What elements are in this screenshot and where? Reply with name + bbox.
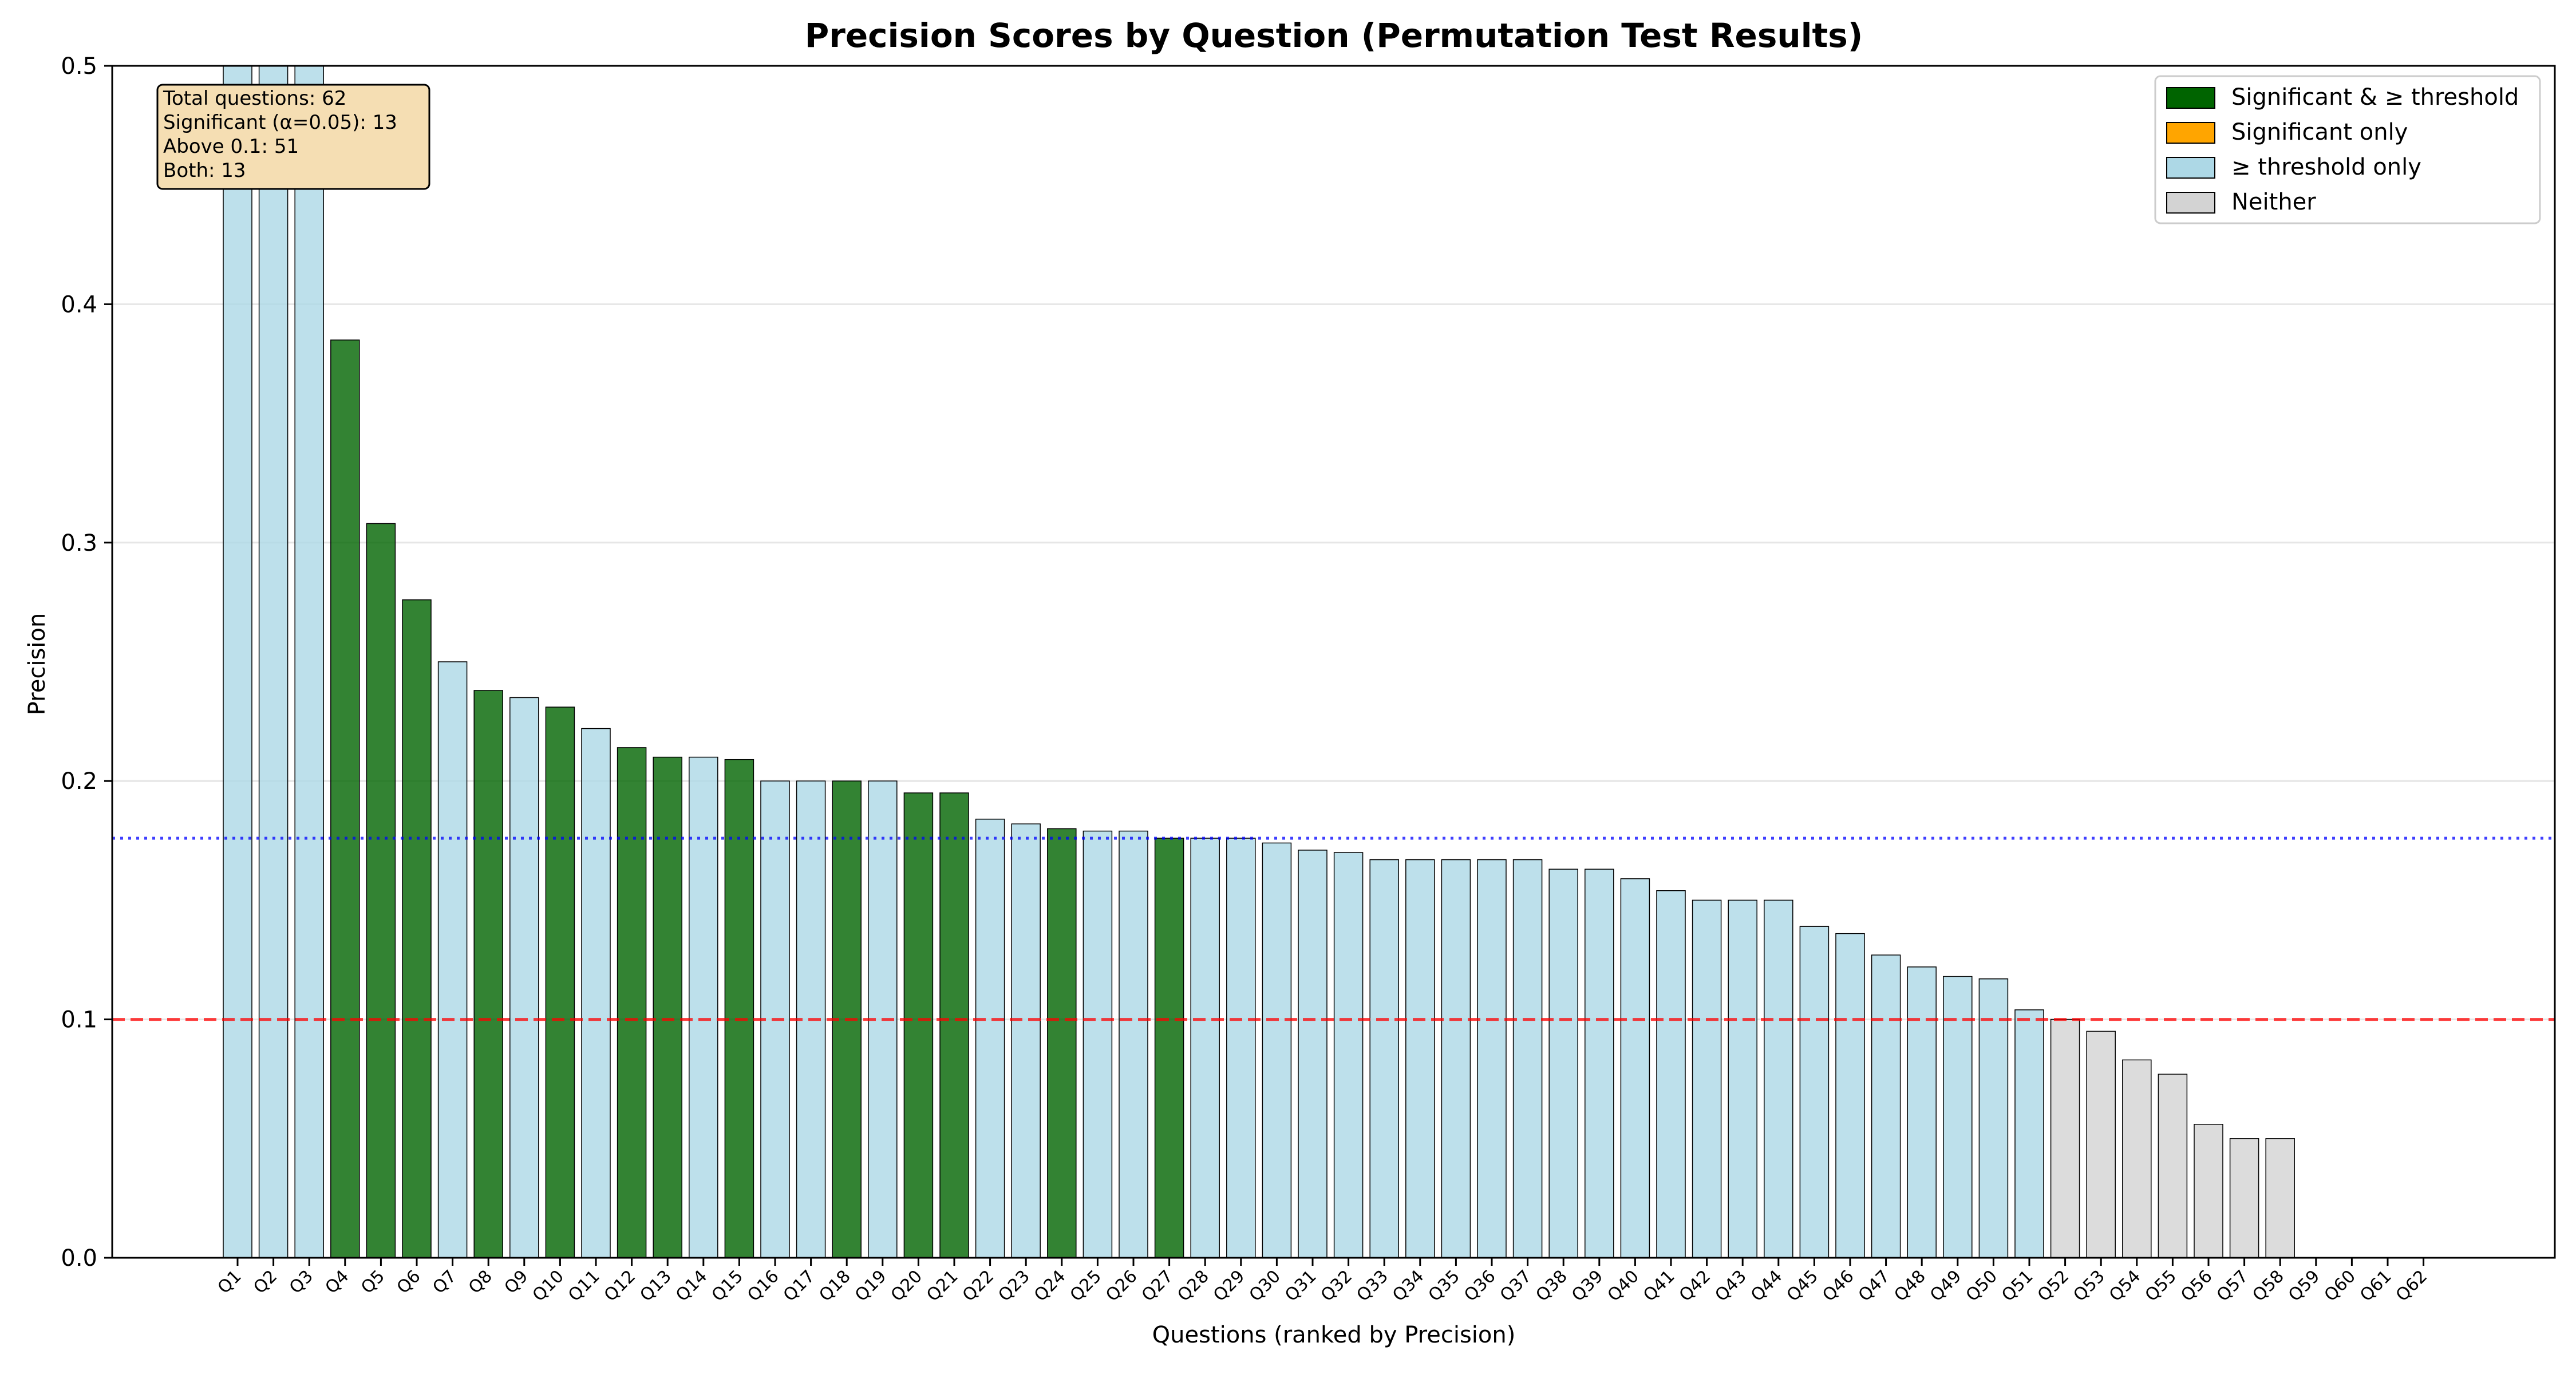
bar-q33: [1369, 859, 1399, 1258]
bar-q29: [1226, 838, 1256, 1258]
legend-label-significant-and-threshold: Significant & ≥ threshold: [2231, 84, 2519, 110]
legend-label-significant-only: Significant only: [2231, 119, 2408, 145]
bar-q53: [2086, 1030, 2116, 1258]
bar-q15: [724, 759, 754, 1258]
y-tick-label: 0.5: [61, 53, 97, 80]
bar-q47: [1871, 954, 1901, 1258]
bar-q21: [939, 792, 969, 1258]
bar-q14: [689, 756, 718, 1258]
bar-q44: [1764, 899, 1793, 1258]
bar-q40: [1620, 878, 1650, 1258]
bar-q9: [509, 697, 539, 1258]
legend-swatch-significant-and-threshold: [2166, 87, 2215, 109]
y-axis: 0.0 0.1 0.2 0.3 0.4 0.5: [61, 53, 112, 1272]
bar-q56: [2194, 1124, 2223, 1258]
bar-q4: [330, 339, 360, 1258]
bar-q2: [258, 65, 289, 1258]
stats-box-background: [156, 84, 430, 190]
bar-q24: [1047, 828, 1077, 1258]
bar-q31: [1298, 850, 1327, 1258]
bar-q3: [294, 65, 324, 1258]
bar-q54: [2122, 1059, 2152, 1258]
bar-q49: [1943, 976, 1973, 1258]
x-axis-title: Questions (ranked by Precision): [1152, 1322, 1516, 1348]
stats-box: Total questions: 62 Significant (α=0.05)…: [156, 84, 430, 190]
bar-q12: [617, 747, 647, 1258]
chart-title: Precision Scores by Question (Permutatio…: [805, 16, 1863, 55]
bar-q57: [2229, 1138, 2259, 1258]
bar-q34: [1405, 859, 1435, 1258]
bar-q58: [2265, 1138, 2295, 1258]
bar-q7: [437, 661, 468, 1258]
bar-q37: [1512, 859, 1543, 1258]
stats-line-significant: Significant (α=0.05): 13: [163, 111, 397, 134]
bar-q55: [2158, 1073, 2188, 1258]
bar-q43: [1728, 899, 1757, 1258]
y-tick-label: 0.4: [61, 291, 97, 318]
bar-q27: [1154, 838, 1184, 1258]
bar-q20: [903, 792, 934, 1258]
bar-q48: [1907, 966, 1937, 1258]
bar-q11: [581, 728, 611, 1258]
bar-q46: [1835, 933, 1865, 1258]
legend-swatch-neither: [2166, 192, 2215, 214]
stats-line-both: Both: 13: [163, 159, 246, 182]
bar-q39: [1585, 868, 1614, 1258]
bar-q35: [1441, 859, 1471, 1258]
legend: Significant & ≥ threshold Significant on…: [2154, 75, 2541, 224]
bar-q45: [1799, 926, 1830, 1258]
plot-frame: [111, 65, 2556, 1259]
bar-q42: [1692, 899, 1722, 1258]
bar-q8: [473, 690, 503, 1258]
y-tick-label: 0.3: [61, 530, 97, 556]
y-tick-label: 0.1: [61, 1007, 97, 1033]
bar-q25: [1082, 830, 1113, 1258]
bar-q26: [1119, 830, 1148, 1258]
legend-label-threshold-only: ≥ threshold only: [2231, 154, 2421, 180]
legend-frame: [2154, 75, 2541, 224]
stats-line-above: Above 0.1: 51: [163, 135, 299, 158]
y-tick-label: 0.2: [61, 768, 97, 795]
bar-q41: [1656, 890, 1686, 1258]
bar-q32: [1333, 852, 1364, 1258]
y-axis-title: Precision: [24, 613, 50, 715]
bar-q10: [545, 706, 575, 1258]
reference-lines-layer: [112, 836, 2555, 1021]
bar-q52: [2050, 1018, 2080, 1258]
legend-swatch-significant-only: [2166, 122, 2215, 144]
bar-q22: [975, 819, 1005, 1258]
bar-q38: [1548, 868, 1578, 1258]
bar-q6: [402, 599, 432, 1258]
bar-q13: [653, 756, 682, 1258]
bars-layer: [223, 65, 2295, 1258]
bar-q23: [1011, 823, 1041, 1258]
bar-q1: [223, 65, 252, 1258]
bar-q30: [1262, 842, 1292, 1258]
y-tick-label: 0.0: [61, 1245, 97, 1272]
bar-q36: [1477, 859, 1507, 1258]
legend-swatch-threshold-only: [2166, 157, 2215, 179]
legend-label-neither: Neither: [2231, 189, 2316, 215]
bar-q28: [1190, 838, 1220, 1258]
stats-line-total: Total questions: 62: [163, 87, 346, 110]
bar-q51: [2014, 1009, 2044, 1258]
bar-q5: [366, 523, 396, 1258]
